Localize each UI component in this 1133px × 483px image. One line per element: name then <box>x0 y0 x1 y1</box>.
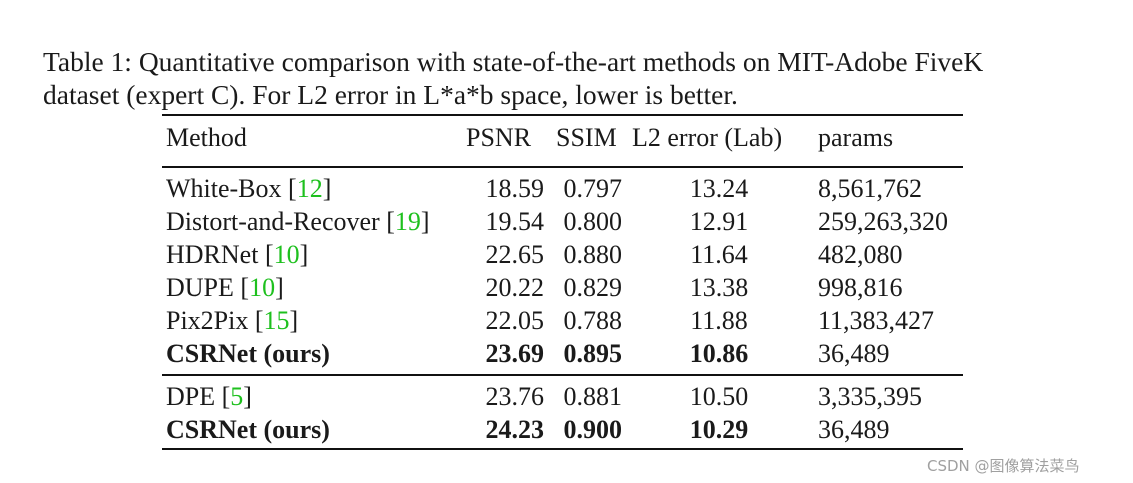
params-value: 3,335,395 <box>818 382 922 411</box>
method-name: DUPE <box>166 273 234 302</box>
header-params: params <box>818 123 894 152</box>
l2-value: 11.64 <box>690 240 748 269</box>
header-rule <box>162 166 963 168</box>
table-caption: Table 1: Quantitative comparison with st… <box>43 45 1103 111</box>
header-l2: L2 error (Lab) <box>632 123 783 152</box>
top-rule <box>162 114 963 116</box>
header-method: Method <box>166 123 247 152</box>
params-value: 36,489 <box>818 339 890 368</box>
caption-line-1: Table 1: Quantitative comparison with st… <box>43 46 984 77</box>
params-value: 36,489 <box>818 415 890 444</box>
citation-link[interactable]: 5 <box>230 382 244 411</box>
table-row: DUPE [10] 20.22 0.829 13.38 998,816 <box>166 273 903 302</box>
method-name: CSRNet (ours) <box>166 339 330 368</box>
ssim-value: 0.788 <box>563 306 623 335</box>
table-row-ours: CSRNet (ours) 24.23 0.900 10.29 36,489 <box>162 415 963 448</box>
table-row: White-Box [12] 18.59 0.797 13.24 8,561,7… <box>166 174 922 203</box>
ssim-value: 0.881 <box>563 382 623 411</box>
l2-value: 13.38 <box>689 273 749 302</box>
caption-line-2: dataset (expert C). For L2 error in L*a*… <box>43 79 738 110</box>
method-name: White-Box <box>166 174 282 203</box>
params-value: 11,383,427 <box>818 306 935 335</box>
psnr-value: 22.05 <box>485 306 545 335</box>
bottom-rule <box>162 448 963 450</box>
citation-link[interactable]: 19 <box>394 207 421 236</box>
citation-link[interactable]: 12 <box>296 174 323 203</box>
citation-link[interactable]: 10 <box>249 273 276 302</box>
method-name: CSRNet (ours) <box>166 415 330 444</box>
psnr-value: 24.23 <box>485 415 545 444</box>
ssim-value: 0.800 <box>563 207 623 236</box>
l2-value: 11.88 <box>690 306 748 335</box>
method-name: Pix2Pix <box>166 306 249 335</box>
method-name: HDRNet <box>166 240 259 269</box>
psnr-value: 20.22 <box>485 273 545 302</box>
psnr-value: 23.69 <box>485 339 545 368</box>
ssim-value: 0.829 <box>563 273 623 302</box>
l2-value: 12.91 <box>689 207 749 236</box>
table-row-ours: CSRNet (ours) 23.69 0.895 10.86 36,489 <box>162 339 963 372</box>
ssim-value: 0.895 <box>563 339 623 368</box>
psnr-value: 22.65 <box>485 240 545 269</box>
method-name: DPE <box>166 382 216 411</box>
l2-value: 10.29 <box>689 415 749 444</box>
header-ssim: SSIM <box>556 123 617 152</box>
params-value: 998,816 <box>818 273 903 302</box>
method-name: Distort-and-Recover <box>166 207 380 236</box>
ssim-value: 0.797 <box>563 174 623 203</box>
params-value: 8,561,762 <box>818 174 922 203</box>
group-separator-rule <box>162 374 963 376</box>
table-row: HDRNet [10] 22.65 0.880 11.64 482,080 <box>166 240 903 269</box>
params-value: 482,080 <box>818 240 903 269</box>
psnr-value: 18.59 <box>485 174 545 203</box>
ssim-value: 0.880 <box>563 240 623 269</box>
l2-value: 10.50 <box>689 382 749 411</box>
watermark: CSDN @图像算法菜鸟 <box>927 457 1080 475</box>
table-row: Pix2Pix [15] 22.05 0.788 11.88 11,383,42… <box>166 306 935 335</box>
table-row: Distort-and-Recover [19] 19.54 0.800 12.… <box>166 207 948 236</box>
citation-link[interactable]: 10 <box>273 240 300 269</box>
table-row: DPE [5] 23.76 0.881 10.50 3,335,395 <box>166 382 922 411</box>
ssim-value: 0.900 <box>563 415 623 444</box>
params-value: 259,263,320 <box>818 207 948 236</box>
table-header-row: Method PSNR SSIM L2 error (Lab) params <box>162 123 963 156</box>
psnr-value: 23.76 <box>485 382 545 411</box>
header-psnr: PSNR <box>466 123 532 152</box>
psnr-value: 19.54 <box>485 207 545 236</box>
l2-value: 13.24 <box>689 174 749 203</box>
citation-link[interactable]: 15 <box>263 306 290 335</box>
l2-value: 10.86 <box>689 339 749 368</box>
